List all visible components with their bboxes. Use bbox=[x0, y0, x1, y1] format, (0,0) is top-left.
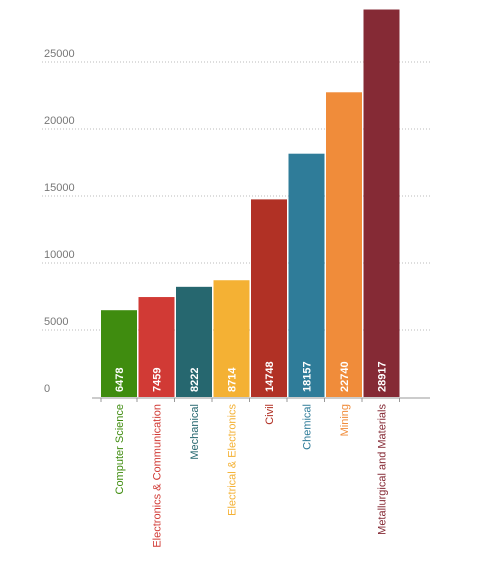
bar-value-label: 6478 bbox=[114, 368, 126, 392]
bar bbox=[101, 310, 137, 397]
y-tick-label: 15000 bbox=[44, 182, 75, 194]
y-tick-label: 10000 bbox=[44, 249, 75, 261]
category-label: Chemical bbox=[302, 404, 314, 450]
bar bbox=[326, 92, 362, 397]
bar-value-label: 7459 bbox=[152, 368, 164, 392]
category-label: Civil bbox=[264, 404, 276, 425]
bar-value-label: 22740 bbox=[339, 361, 351, 392]
bar-value-label: 28917 bbox=[377, 361, 389, 392]
bar bbox=[288, 153, 325, 397]
category-label: Mining bbox=[339, 404, 351, 436]
y-tick-label: 0 bbox=[44, 383, 50, 395]
bar-value-label: 14748 bbox=[264, 361, 276, 392]
bar bbox=[363, 9, 400, 397]
y-tick-label: 25000 bbox=[44, 48, 75, 60]
bar bbox=[176, 286, 212, 397]
bar bbox=[251, 199, 287, 397]
bar-value-label: 18157 bbox=[302, 361, 314, 392]
bar bbox=[213, 280, 250, 397]
y-tick-label: 20000 bbox=[44, 115, 75, 127]
category-label: Mechanical bbox=[189, 404, 201, 460]
bar-value-label: 8222 bbox=[189, 368, 201, 392]
category-label: Electrical & Electronics bbox=[227, 404, 239, 516]
y-tick-label: 5000 bbox=[44, 316, 68, 328]
category-label: Metallurgical and Materials bbox=[377, 404, 389, 535]
category-label: Computer Science bbox=[114, 404, 126, 495]
bar-value-label: 8714 bbox=[227, 367, 239, 392]
bar bbox=[138, 297, 175, 397]
category-label: Electronics & Communication bbox=[152, 404, 164, 548]
